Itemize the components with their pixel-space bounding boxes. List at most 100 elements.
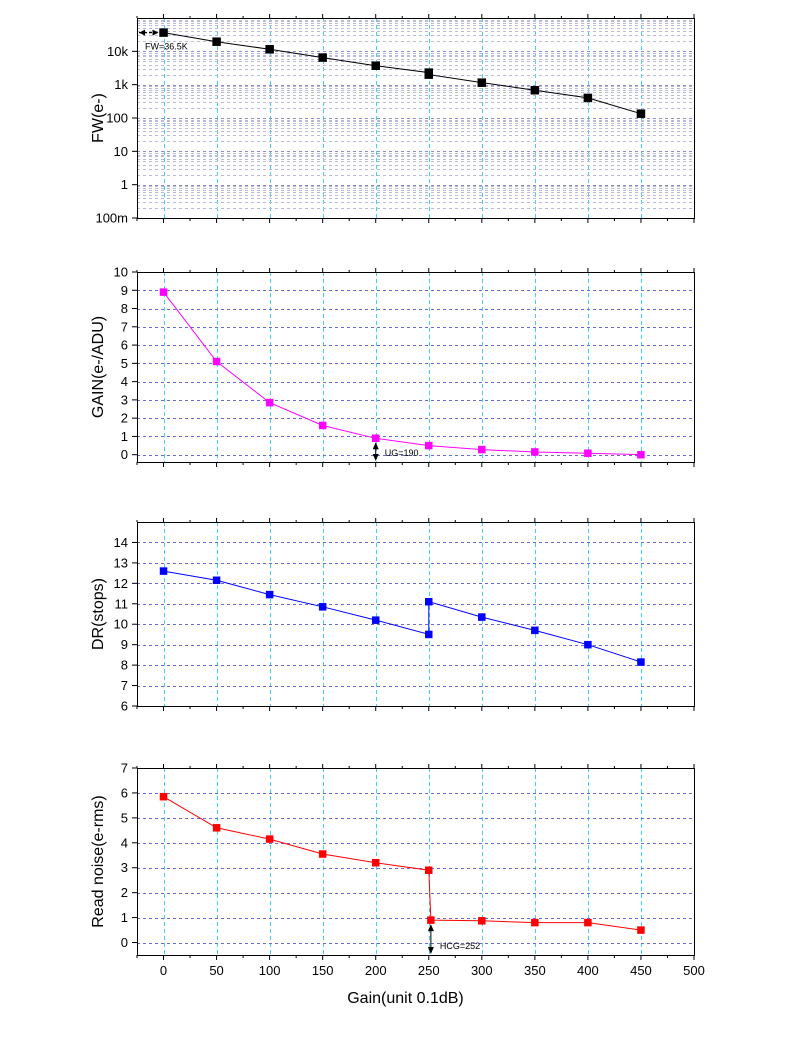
plot-frame: [137, 522, 695, 707]
data-point: [318, 603, 327, 611]
annotation-label: HCG=252: [440, 941, 480, 951]
y-axis-label: FW(e-): [90, 93, 107, 143]
y-tick-label: 10: [114, 265, 128, 280]
data-point: [478, 917, 486, 925]
data-point: [637, 926, 645, 934]
y-tick-label: 7: [121, 319, 128, 334]
x-tick-label: 300: [471, 963, 493, 978]
series-line: [163, 291, 642, 456]
y-tick-label: 6: [121, 699, 128, 714]
data-point: [425, 630, 433, 639]
y-tick-label: 12: [114, 576, 128, 591]
y-tick-label: 1k: [114, 77, 128, 92]
y-tick-label: 14: [114, 535, 128, 550]
y-tick-label: 13: [114, 555, 128, 570]
annotation-arrowhead: [152, 29, 159, 36]
data-point: [584, 449, 592, 457]
data-layer: [139, 28, 646, 954]
annotation-arrowhead: [372, 442, 379, 450]
data-point: [265, 835, 274, 843]
y-tick-label: 1: [121, 429, 128, 444]
y-tick-label: 9: [121, 283, 128, 298]
data-point: [425, 441, 433, 450]
data-point: [530, 85, 540, 95]
y-tick-label: 10: [114, 617, 128, 632]
y-tick-label: 3: [121, 392, 128, 407]
data-point: [159, 567, 168, 575]
x-axis-label: Gain(unit 0.1dB): [347, 990, 464, 1007]
data-point: [531, 918, 539, 927]
y-tick-label: 1: [121, 910, 128, 925]
y-tick-label: 10: [114, 144, 128, 159]
x-tick-label: 0: [160, 963, 167, 978]
data-point: [584, 918, 592, 927]
data-point: [159, 288, 168, 296]
y-tick-label: 100m: [95, 211, 128, 226]
y-tick-label: 3: [121, 860, 128, 875]
data-point: [371, 61, 380, 70]
grid-layer: [137, 18, 694, 955]
data-point: [427, 916, 435, 924]
data-point: [318, 421, 327, 430]
y-tick-label: 5: [121, 356, 128, 371]
x-tick-label: 200: [365, 963, 387, 978]
y-tick-label: 11: [115, 596, 129, 611]
x-tick-label: 150: [312, 963, 334, 978]
y-axis-label: GAIN(e-/ADU): [90, 316, 107, 418]
data-point: [478, 445, 486, 454]
x-tick-label: 350: [524, 963, 546, 978]
x-tick-label: 250: [418, 963, 440, 978]
x-tick-label: 50: [209, 963, 223, 978]
x-tick-label: 500: [683, 963, 705, 978]
data-point: [636, 109, 646, 118]
series-line: [163, 32, 642, 115]
y-tick-label: 100: [106, 111, 128, 126]
y-tick-label: 7: [121, 678, 128, 693]
plot-frame: [137, 768, 695, 956]
annotation-arrowhead: [427, 947, 434, 954]
y-tick-label: 6: [121, 338, 128, 353]
y-tick-label: 2: [121, 411, 128, 426]
y-tick-label: 4: [121, 835, 128, 850]
data-point: [212, 824, 221, 832]
y-tick-label: 7: [121, 761, 128, 776]
text-layer: 100m1101001k10kFW(e-)012345678910GAIN(e-…: [90, 42, 705, 1007]
data-point: [159, 28, 168, 37]
data-point: [478, 613, 486, 621]
data-point: [265, 398, 274, 407]
y-axis-label: DR(stops): [90, 578, 107, 650]
y-tick-label: 10k: [107, 44, 128, 59]
y-tick-label: 4: [121, 374, 128, 389]
y-tick-label: 8: [121, 301, 128, 316]
y-tick-label: 1: [121, 177, 128, 192]
y-tick-label: 9: [121, 637, 128, 652]
data-point: [159, 792, 168, 801]
data-point: [425, 597, 433, 606]
plot-frame: [137, 272, 695, 463]
annotation-arrowhead: [427, 924, 434, 932]
data-point: [584, 640, 592, 649]
series-line: [163, 570, 642, 663]
x-tick-label: 450: [630, 963, 652, 978]
y-tick-label: 2: [121, 885, 128, 900]
data-point: [318, 850, 327, 858]
annotation-arrowhead: [372, 454, 379, 461]
data-point: [318, 53, 327, 62]
annotation-arrowhead: [139, 29, 145, 36]
data-point: [212, 576, 221, 585]
data-point: [212, 37, 221, 46]
y-tick-label: 8: [121, 658, 128, 673]
data-point: [637, 450, 645, 459]
y-tick-label: 5: [121, 810, 128, 825]
series-line: [163, 796, 642, 931]
data-point: [371, 616, 380, 624]
annotation-label: FW=36.5K: [145, 42, 188, 52]
plot-frame: [137, 18, 695, 219]
data-point: [531, 448, 539, 456]
y-axis-label: Read noise(e-rms): [90, 795, 107, 927]
data-point: [265, 45, 274, 54]
data-point: [425, 866, 433, 874]
y-tick-label: 0: [121, 447, 128, 462]
axes-layer: [132, 14, 695, 960]
